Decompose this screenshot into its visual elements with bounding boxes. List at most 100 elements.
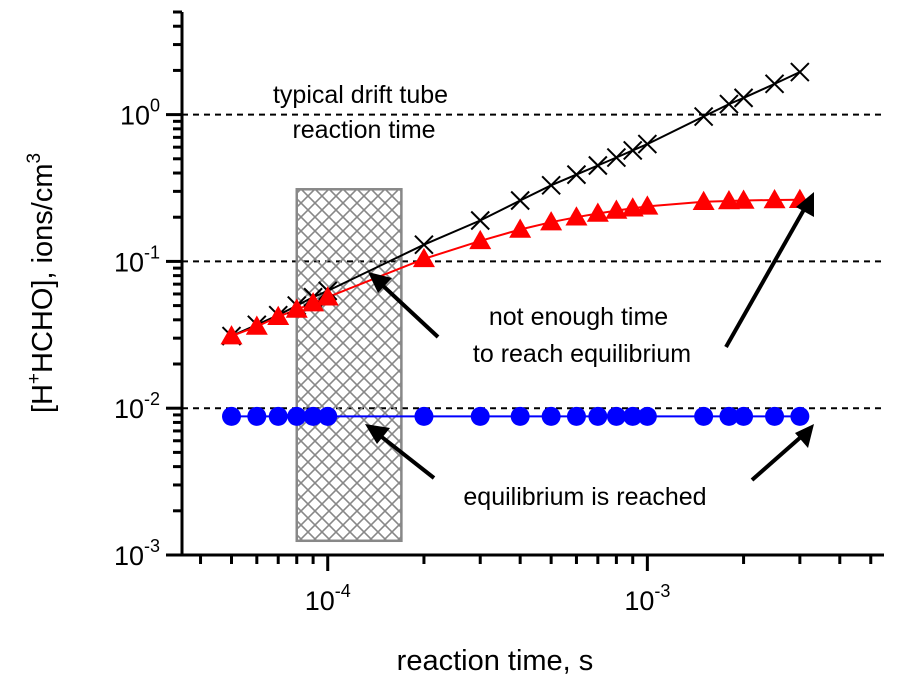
series-0-point-14 — [637, 134, 658, 154]
x-tick-label-0: 10-4 — [305, 581, 351, 616]
annotation-equilibrium-reached: equilibrium is reached — [463, 483, 706, 511]
arrow-not-enough-left-head — [368, 272, 392, 293]
series-1-point-1 — [245, 315, 268, 335]
series-1-point-0 — [220, 325, 243, 345]
series-0-point-9 — [541, 175, 561, 195]
series-2-point-16 — [719, 406, 739, 426]
series-1-point-18 — [763, 188, 786, 209]
series-2-point-18 — [765, 406, 785, 426]
series-0-point-19 — [790, 62, 810, 82]
x-axis-title: reaction time, s — [397, 645, 594, 677]
series-1-point-5 — [316, 286, 339, 306]
y-tick-label-0-base: 10 — [114, 541, 144, 571]
arrow-not-enough-left — [378, 281, 440, 339]
series-2-point-19 — [790, 406, 810, 426]
series-1-point-17 — [732, 189, 755, 209]
series-2-point-17 — [734, 406, 754, 426]
series-1-point-2 — [267, 305, 290, 325]
series-2-point-9 — [541, 406, 561, 426]
y-tick-label-3-exponent: 0 — [150, 96, 160, 116]
series-2-point-2 — [268, 406, 288, 426]
annotation-arrows — [365, 192, 814, 482]
series-1-point-9 — [540, 211, 563, 231]
series-0-point-15 — [693, 106, 714, 127]
series-1-point-7 — [469, 229, 492, 250]
annotation-drift-tube: typical drift tube reaction time — [273, 81, 455, 144]
series-1-point-10 — [565, 206, 588, 226]
series-2-point-13 — [623, 406, 643, 426]
hatched-region-layer — [295, 188, 403, 543]
x-tick-label-1-exponent: -3 — [654, 581, 670, 601]
reference-lines — [182, 113, 884, 410]
arrow-equilibrium-left-head — [365, 424, 390, 444]
arrow-equilibrium-right-head — [795, 424, 814, 448]
y-tick-label-1-exponent: -2 — [144, 389, 160, 409]
x-tick-label-1: 10-3 — [624, 581, 670, 616]
y-tick-label-3-base: 10 — [120, 101, 150, 131]
y-tick-label-0: 10-3 — [114, 536, 160, 571]
series-0-point-6 — [414, 234, 434, 255]
series-2-point-1 — [247, 406, 267, 426]
series-2-point-15 — [694, 406, 714, 426]
series-1-point-3 — [285, 298, 308, 318]
x-tick-label-0-exponent: -4 — [335, 581, 351, 601]
series-2-point-11 — [588, 406, 608, 426]
series-1-point-12 — [605, 199, 628, 219]
y-axis-title-pre: [H — [27, 384, 59, 413]
y-axis-title-mid: HCHO], ions/cm — [27, 163, 59, 372]
annotations: typical drift tube reaction time not eno… — [273, 81, 814, 511]
arrow-not-enough-right — [724, 205, 808, 348]
series-0-point-11 — [588, 155, 608, 176]
arrow-equilibrium-right — [750, 434, 804, 482]
series-1-point-4 — [302, 292, 325, 312]
series-markers — [220, 62, 811, 426]
annotation-equilibrium-reached-line1: equilibrium is reached — [463, 483, 706, 511]
y-tick-label-2-exponent: -1 — [144, 242, 160, 262]
series-2-point-6 — [414, 406, 434, 426]
arrow-not-enough-right-head — [796, 192, 814, 217]
hatched-region — [295, 188, 403, 543]
y-tick-label-1-base: 10 — [114, 394, 144, 424]
series-2-point-4 — [303, 406, 323, 426]
series-2-point-10 — [566, 406, 586, 426]
y-tick-label-3: 100 — [120, 96, 160, 131]
y-tick-label-1: 10-2 — [114, 389, 160, 424]
series-1-point-16 — [717, 189, 740, 210]
series-0-point-12 — [606, 147, 627, 168]
annotation-not-enough-time-line1: not enough time — [489, 303, 668, 331]
series-1-point-6 — [412, 247, 435, 268]
y-tick-label-0-exponent: -3 — [144, 536, 160, 556]
y-axis-title-sup1: + — [24, 373, 45, 384]
series-2-point-8 — [510, 406, 530, 426]
series-2-point-5 — [318, 406, 338, 426]
arrow-equilibrium-left — [376, 432, 436, 480]
x-tick-label-1-base: 10 — [624, 586, 654, 616]
series-0-point-10 — [566, 164, 587, 185]
series-0-point-16 — [719, 94, 739, 114]
series-2-point-7 — [470, 406, 490, 426]
annotation-not-enough-time: not enough time to reach equilibrium — [473, 303, 691, 368]
y-tick-label-2-base: 10 — [114, 247, 144, 277]
y-axis-title-sup2: 3 — [24, 153, 45, 164]
series-1-point-14 — [636, 195, 659, 215]
series-0-point-7 — [470, 210, 490, 231]
series-1-point-15 — [692, 190, 715, 210]
series-1-point-11 — [586, 202, 609, 222]
annotation-not-enough-time-line2: to reach equilibrium — [473, 340, 691, 368]
series-2-point-12 — [606, 406, 626, 426]
series-2-point-0 — [222, 406, 242, 426]
annotation-drift-tube-line2: reaction time — [292, 116, 435, 144]
annotation-drift-tube-line1: typical drift tube — [273, 81, 448, 109]
series-0-point-13 — [623, 140, 643, 161]
series-0-point-17 — [733, 88, 754, 108]
series-1-point-8 — [509, 218, 532, 238]
series-0-point-8 — [510, 190, 530, 211]
series-2-point-14 — [637, 406, 657, 426]
series-0-point-18 — [764, 74, 785, 94]
series-2-point-3 — [287, 406, 307, 426]
y-axis-title: [H+HCHO], ions/cm3 — [24, 153, 59, 413]
x-tick-label-0-base: 10 — [305, 586, 335, 616]
